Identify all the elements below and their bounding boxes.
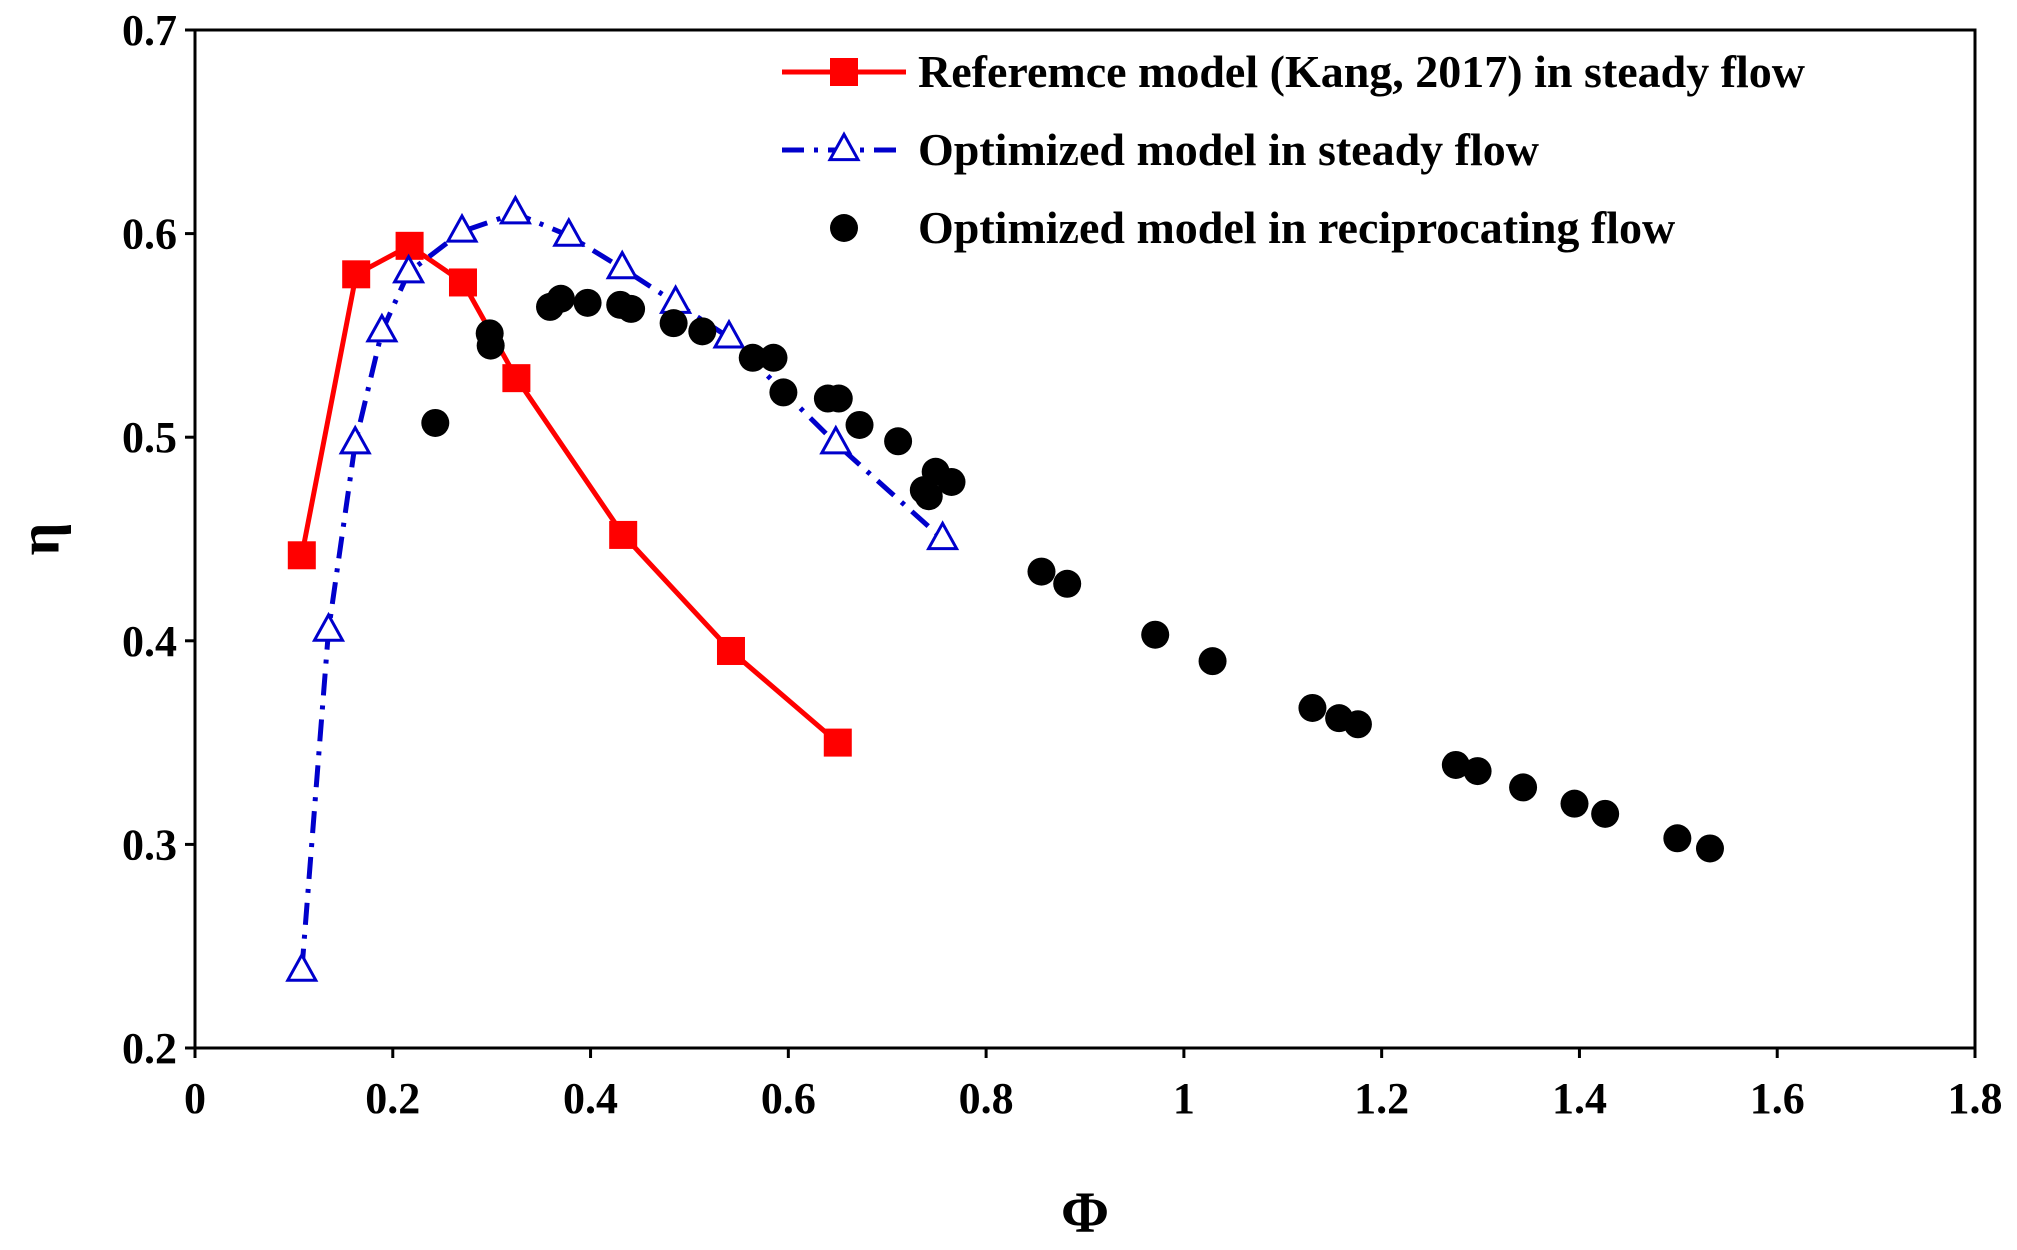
x-tick-label: 0.6 xyxy=(761,1074,816,1123)
x-tick-label: 0.4 xyxy=(563,1074,618,1123)
data-point-optimized-steady xyxy=(712,318,746,349)
data-point-reference xyxy=(609,520,638,549)
data-point-optimized-reciprocating xyxy=(1695,834,1724,863)
data-point-optimized-steady xyxy=(819,424,853,455)
data-point-optimized-reciprocating xyxy=(1053,569,1082,598)
x-tick-label: 0.2 xyxy=(365,1074,420,1123)
data-point-optimized-reciprocating xyxy=(546,284,575,313)
data-point-optimized-reciprocating xyxy=(688,317,717,346)
data-point-optimized-reciprocating xyxy=(1198,647,1227,676)
y-axis-title: η xyxy=(6,523,71,556)
data-point-optimized-reciprocating xyxy=(759,343,788,372)
legend-label: Optimized model in reciprocating flow xyxy=(918,202,1675,253)
data-point-optimized-reciprocating xyxy=(1663,824,1692,853)
data-point-reference xyxy=(342,260,371,289)
x-tick-label: 1.6 xyxy=(1750,1074,1805,1123)
series-3 xyxy=(421,284,1724,863)
data-point-optimized-reciprocating xyxy=(573,288,602,317)
data-point-optimized-reciprocating xyxy=(937,467,966,496)
y-tick-label: 0.3 xyxy=(122,820,177,869)
data-point-optimized-steady xyxy=(605,249,639,280)
x-tick-label: 1.8 xyxy=(1948,1074,2003,1123)
data-point-optimized-steady xyxy=(338,424,372,455)
data-point-optimized-reciprocating xyxy=(1509,773,1538,802)
data-point-optimized-steady xyxy=(445,212,479,243)
x-tick-label: 0.8 xyxy=(959,1074,1014,1123)
legend-label: Optimized model in steady flow xyxy=(918,124,1539,175)
y-tick-label: 0.5 xyxy=(122,413,177,462)
data-point-reference xyxy=(448,268,477,297)
data-point-reference xyxy=(823,728,852,757)
data-point-optimized-reciprocating xyxy=(659,309,688,338)
x-tick-label: 1.4 xyxy=(1552,1074,1607,1123)
data-point-optimized-reciprocating xyxy=(617,294,646,323)
data-point-optimized-steady xyxy=(498,194,532,225)
data-point-optimized-reciprocating xyxy=(1141,620,1170,649)
legend-swatch-marker xyxy=(830,58,858,86)
data-point-optimized-reciprocating xyxy=(1560,789,1589,818)
x-tick-label: 1 xyxy=(1173,1074,1195,1123)
data-point-reference xyxy=(716,636,745,665)
legend-item-1: Referemce model (Kang, 2017) in steady f… xyxy=(782,46,1805,97)
x-tick-label: 0 xyxy=(184,1074,206,1123)
data-point-optimized-reciprocating xyxy=(914,482,943,511)
data-point-optimized-steady xyxy=(365,312,399,343)
legend-label: Referemce model (Kang, 2017) in steady f… xyxy=(918,46,1805,97)
x-tick-label: 1.2 xyxy=(1354,1074,1409,1123)
x-axis-title: Φ xyxy=(1061,1180,1109,1245)
data-point-optimized-steady xyxy=(552,216,586,247)
data-point-optimized-reciprocating xyxy=(769,378,798,407)
data-point-optimized-reciprocating xyxy=(1298,693,1327,722)
legend-swatch-marker xyxy=(830,214,858,242)
data-point-optimized-reciprocating xyxy=(884,427,913,456)
data-point-reference xyxy=(502,364,531,393)
x-axis-ticks: 0 0.2 0.4 0.6 0.8 1 1.2 1.4 1.6 1.8 xyxy=(184,1048,2003,1123)
data-point-optimized-reciprocating xyxy=(1441,750,1470,779)
data-point-optimized-reciprocating xyxy=(845,410,874,439)
plot-marks xyxy=(285,194,1724,982)
data-point-reference xyxy=(395,231,424,260)
data-point-optimized-reciprocating xyxy=(1463,757,1492,786)
data-point-optimized-steady xyxy=(285,951,319,982)
data-point-optimized-steady xyxy=(392,253,426,284)
data-point-optimized-steady xyxy=(311,611,346,642)
data-point-optimized-reciprocating xyxy=(421,408,450,437)
y-tick-label: 0.2 xyxy=(122,1024,177,1073)
legend-swatch-marker xyxy=(827,131,861,162)
plot-area-frame xyxy=(193,28,1977,1050)
data-point-reference xyxy=(287,541,316,570)
y-tick-label: 0.4 xyxy=(122,617,177,666)
data-point-optimized-reciprocating xyxy=(1591,799,1620,828)
data-point-optimized-reciprocating xyxy=(1027,557,1056,586)
legend: Referemce model (Kang, 2017) in steady f… xyxy=(782,46,1805,253)
data-point-optimized-reciprocating xyxy=(738,343,767,372)
y-axis-ticks: 0.2 0.3 0.4 0.5 0.6 0.7 xyxy=(122,6,195,1073)
data-point-optimized-reciprocating xyxy=(824,384,853,413)
y-tick-label: 0.7 xyxy=(122,6,177,55)
data-point-optimized-steady xyxy=(926,520,960,551)
legend-item-3: Optimized model in reciprocating flow xyxy=(830,202,1675,253)
data-point-optimized-reciprocating xyxy=(476,331,505,360)
data-point-optimized-reciprocating xyxy=(1343,710,1372,739)
legend-item-2: Optimized model in steady flow xyxy=(782,124,1539,175)
y-tick-label: 0.6 xyxy=(122,210,177,259)
